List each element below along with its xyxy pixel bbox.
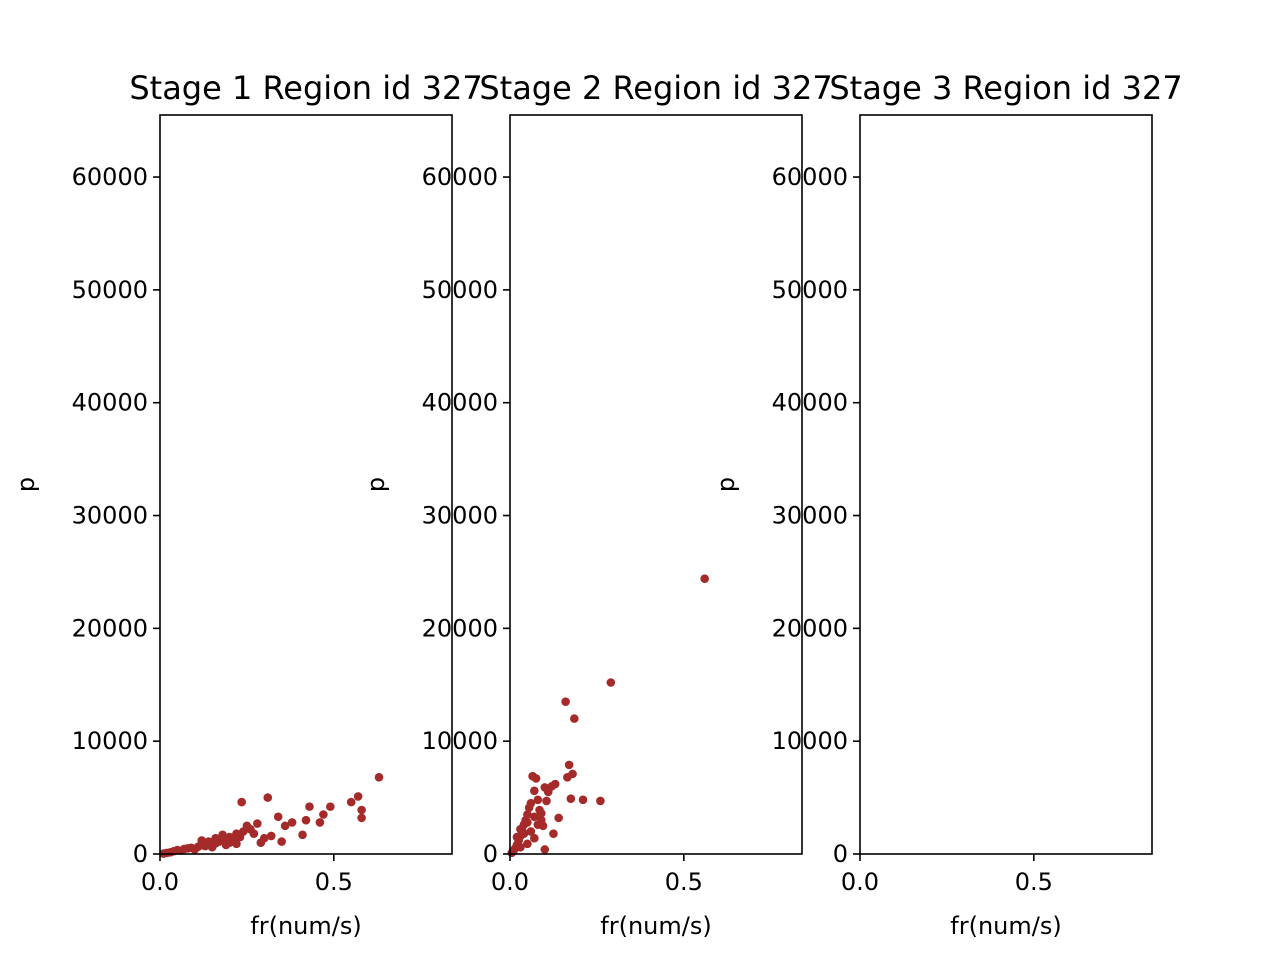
y-tick-label: 20000 [72,614,148,642]
y-tick-label: 30000 [772,502,848,530]
y-tick-label: 50000 [422,276,498,304]
data-point [250,829,259,838]
axes-frame [160,115,452,854]
data-point [237,798,246,807]
data-point [267,832,276,841]
y-axis-label: p [712,477,740,492]
data-point [305,802,314,811]
y-tick-label: 20000 [422,614,498,642]
data-point [570,714,579,723]
data-point [700,574,709,583]
y-tick-label: 50000 [72,276,148,304]
x-tick-label: 0.0 [491,868,529,896]
subplot-title: Stage 2 Region id 327 [479,69,832,107]
subplot-2: 0 10000 20000 30000 40000 50000 60000 0.0 0.5 Sta… [362,69,833,940]
data-point [316,818,325,827]
data-point [542,797,551,806]
x-axis-label: fr(num/s) [950,912,1061,940]
data-point [568,770,577,779]
data-point [532,774,541,783]
y-tick-label: 0 [483,840,498,868]
subplot-title: Stage 3 Region id 327 [829,69,1182,107]
y-tick-label: 10000 [72,727,148,755]
scatter-points [507,574,709,857]
data-point [239,827,248,836]
data-point [567,794,576,803]
data-point [579,796,588,805]
data-point [357,806,366,815]
x-tick-label: 0.5 [315,868,353,896]
y-tick-label: 40000 [422,389,498,417]
subplot-1: 0 10000 20000 30000 40000 50000 60000 0.0 0.5 Sta… [12,69,483,940]
data-point [277,837,286,846]
data-point [253,819,262,828]
data-point [534,820,543,829]
data-point [319,810,328,819]
data-point [596,797,605,806]
x-tick-label: 0.5 [1015,868,1053,896]
data-point [302,816,311,825]
y-tick-label: 20000 [772,614,848,642]
axes-frame [860,115,1152,854]
y-tick-label: 10000 [772,727,848,755]
x-axis-label: fr(num/s) [600,912,711,940]
data-point [263,793,272,802]
y-tick-label: 60000 [72,163,148,191]
y-tick-label: 60000 [422,163,498,191]
data-point [347,798,356,807]
axes-frame [510,115,802,854]
data-point [326,802,335,811]
y-axis-label: p [362,477,390,492]
data-point [607,678,616,687]
data-point [549,829,558,838]
y-tick-label: 30000 [422,502,498,530]
y-tick-label: 40000 [772,389,848,417]
data-point [537,809,546,818]
y-tick-label: 30000 [72,502,148,530]
data-point [298,831,307,840]
data-point [530,787,539,796]
data-point [530,834,539,843]
data-point [375,773,384,782]
y-tick-label: 0 [833,840,848,868]
data-point [354,792,363,801]
y-tick-label: 40000 [72,389,148,417]
x-tick-label: 0.0 [141,868,179,896]
x-tick-label: 0.5 [665,868,703,896]
data-point [274,812,283,821]
y-tick-label: 0 [133,840,148,868]
scatter-points [159,773,383,858]
data-point [523,818,532,827]
data-point [357,814,366,823]
data-point [551,780,560,789]
x-axis-label: fr(num/s) [250,912,361,940]
y-axis-label: p [12,477,40,492]
x-tick-label: 0.0 [841,868,879,896]
data-point [561,697,570,706]
y-tick-label: 50000 [772,276,848,304]
data-point [534,796,543,805]
data-point [288,818,297,827]
data-point [540,845,549,854]
y-tick-label: 10000 [422,727,498,755]
subplot-3: 0 10000 20000 30000 40000 50000 60000 0.0 0.5 Sta… [712,69,1183,940]
y-tick-label: 60000 [772,163,848,191]
data-point [565,761,574,770]
subplot-title: Stage 1 Region id 327 [129,69,482,107]
data-point [523,840,532,849]
data-point [554,814,563,823]
